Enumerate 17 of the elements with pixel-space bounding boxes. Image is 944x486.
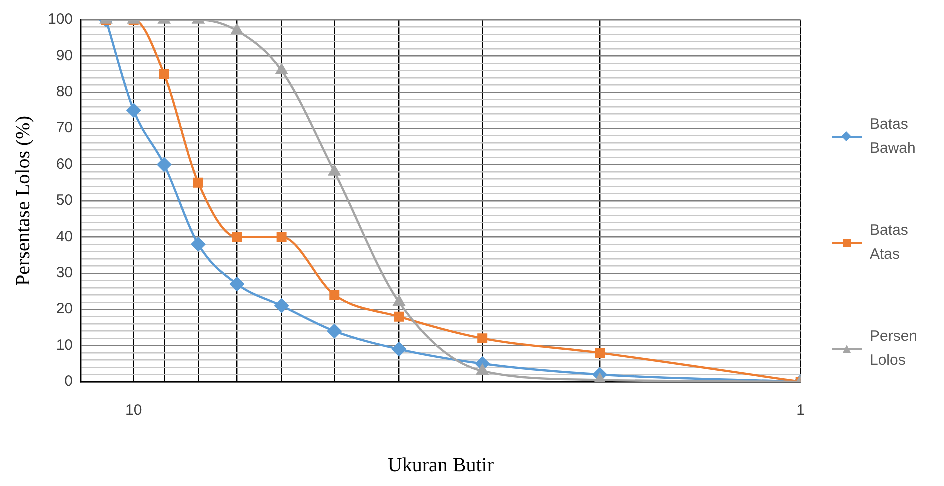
y-tick-label: 90	[56, 47, 74, 64]
x-axis-title: Ukuran Butir	[388, 454, 494, 476]
y-axis-title: Persentase Lolos (%)	[12, 116, 34, 286]
y-tick-label: 30	[56, 264, 74, 282]
legend-label: Batas Atas	[870, 221, 910, 265]
y-tick-label: 50	[56, 192, 74, 210]
y-tick-label: 10	[56, 336, 74, 354]
legend-label: Persen Lolos	[870, 327, 919, 371]
y-tick-label: 20	[56, 300, 74, 318]
y-tick-label: 60	[56, 156, 74, 173]
y-tick-label: 0	[64, 373, 74, 390]
y-tick-label: 70	[56, 120, 74, 137]
y-tick-label: 40	[56, 228, 74, 246]
y-tick-label: 80	[56, 84, 74, 101]
y-tick-label: 100	[48, 11, 74, 28]
legend-label: Batas Bawah	[870, 115, 917, 159]
x-tick-label: 1	[796, 402, 805, 420]
